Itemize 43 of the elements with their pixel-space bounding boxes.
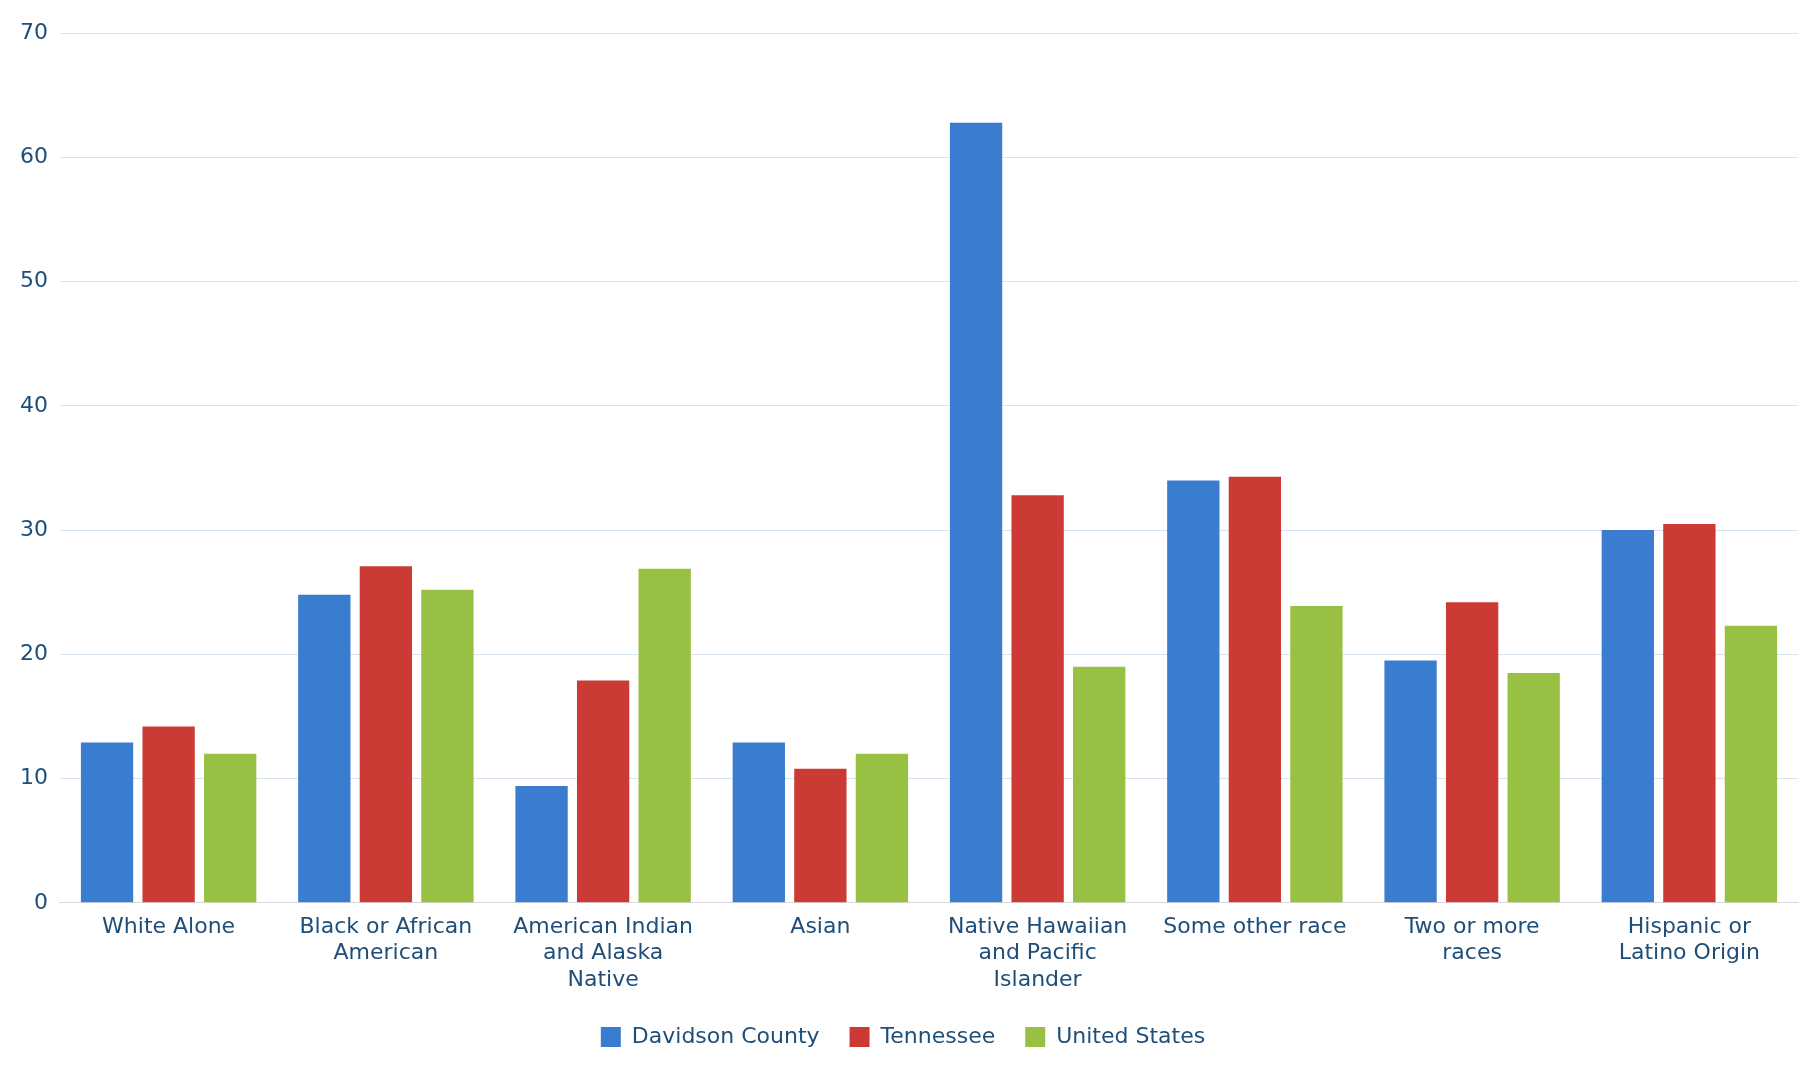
bar — [1167, 480, 1220, 903]
y-tick-label: 20 — [19, 640, 48, 666]
bar — [142, 726, 195, 903]
bar — [1290, 605, 1343, 903]
bar — [421, 589, 474, 903]
x-tick-label: Native Hawaiian and Pacific Islander — [947, 912, 1128, 991]
x-tick-label: Black or African American — [299, 912, 473, 965]
x-tick-label: Two or more races — [1403, 912, 1540, 965]
legend-label: Tennessee — [879, 1022, 996, 1048]
y-tick-label: 10 — [19, 764, 48, 790]
y-tick-label: 50 — [19, 267, 48, 293]
bar — [1011, 495, 1064, 903]
bar — [1601, 530, 1654, 903]
bar — [638, 568, 691, 903]
bar — [794, 768, 847, 903]
bar — [576, 680, 630, 903]
x-tick-label: Some other race — [1163, 912, 1347, 938]
y-tick-label: 70 — [19, 18, 48, 44]
x-tick-label: Hispanic or Latino Origin — [1618, 912, 1761, 965]
bar — [80, 742, 134, 903]
legend-label: Davidson County — [631, 1022, 820, 1048]
y-tick-label: 30 — [19, 515, 48, 541]
bar — [1073, 666, 1126, 903]
x-tick-label: Asian — [790, 912, 851, 938]
y-tick-label: 40 — [19, 391, 48, 417]
bar — [298, 594, 351, 903]
bar — [1663, 523, 1716, 903]
bar — [855, 753, 909, 903]
bar — [732, 742, 785, 903]
y-tick-label: 0 — [33, 888, 48, 914]
x-tick-label: American Indian and Alaska Native — [513, 912, 693, 991]
bar — [1724, 625, 1778, 903]
x-tick-label: White Alone — [102, 912, 236, 938]
bar — [515, 786, 568, 903]
bar — [359, 566, 413, 903]
bar — [1384, 660, 1437, 903]
bar — [1228, 476, 1282, 903]
y-tick-label: 60 — [19, 143, 48, 169]
bar — [949, 122, 1003, 903]
bar — [1445, 602, 1499, 903]
legend-label: United States — [1056, 1022, 1206, 1048]
bar — [1507, 672, 1560, 903]
bar — [204, 753, 257, 903]
